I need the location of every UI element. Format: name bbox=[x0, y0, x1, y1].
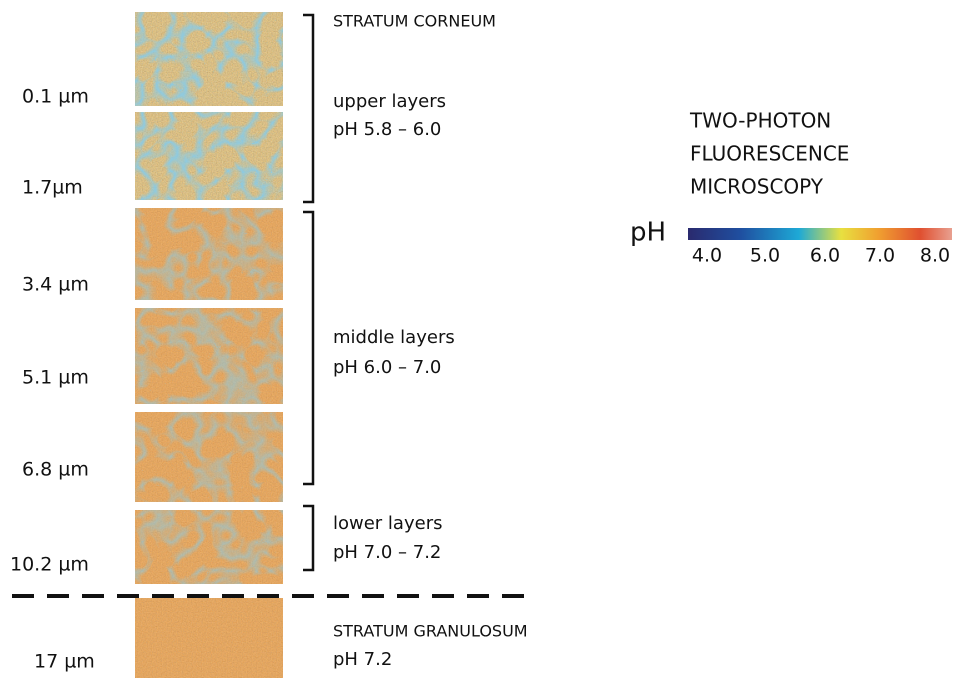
bracket-upper bbox=[303, 15, 313, 202]
depth-label: 5.1 µm bbox=[22, 367, 89, 389]
bracket-lower bbox=[303, 506, 313, 570]
layer-ph: pH 5.8 – 6.0 bbox=[333, 119, 441, 140]
colorbar bbox=[688, 228, 952, 240]
micrograph-veins bbox=[135, 12, 283, 106]
colorbar-tick-label: 4.0 bbox=[692, 245, 722, 267]
method-title: MICROSCOPY bbox=[690, 175, 824, 199]
micrograph-veins bbox=[135, 208, 283, 300]
colorbar-tick-label: 8.0 bbox=[920, 245, 950, 267]
colorbar-ticks: 4.0 5.0 6.0 7.0 8.0 bbox=[692, 245, 950, 267]
bracket-middle bbox=[303, 212, 313, 484]
layer-name: STRATUM CORNEUM bbox=[333, 12, 496, 31]
method-title: TWO-PHOTON bbox=[689, 109, 831, 133]
depth-label: 3.4 µm bbox=[22, 274, 89, 296]
layer-ph: pH 7.2 bbox=[333, 649, 392, 670]
depth-label: 10.2 µm bbox=[10, 554, 89, 576]
layer-ph: pH 6.0 – 7.0 bbox=[333, 357, 441, 378]
micrograph-veins bbox=[135, 412, 283, 502]
depth-label: 0.1 µm bbox=[22, 86, 89, 108]
layer-name: upper layers bbox=[333, 91, 446, 112]
micrograph-veins bbox=[135, 308, 283, 404]
micrograph-veins bbox=[135, 510, 283, 584]
layer-ph: pH 7.0 – 7.2 bbox=[333, 542, 441, 563]
method-title: FLUORESCENCE bbox=[690, 142, 849, 166]
layer-name: STRATUM GRANULOSUM bbox=[333, 622, 528, 641]
colorbar-tick-label: 7.0 bbox=[865, 245, 895, 267]
micrograph-veins bbox=[135, 112, 283, 200]
colorbar-tick-label: 6.0 bbox=[810, 245, 840, 267]
layer-name: lower layers bbox=[333, 513, 442, 534]
depth-label: 1.7µm bbox=[22, 177, 83, 199]
micrographs bbox=[135, 12, 283, 678]
colorbar-label: pH bbox=[630, 218, 666, 248]
micrograph-texture bbox=[135, 598, 283, 678]
colorbar-tick-label: 5.0 bbox=[750, 245, 780, 267]
depth-label: 17 µm bbox=[34, 651, 95, 673]
layer-name: middle layers bbox=[333, 327, 455, 348]
brackets bbox=[303, 15, 313, 570]
figure: 0.1 µm 1.7µm 3.4 µm 5.1 µm 6.8 µm 10.2 µ… bbox=[0, 0, 956, 678]
depth-label: 6.8 µm bbox=[22, 459, 89, 481]
